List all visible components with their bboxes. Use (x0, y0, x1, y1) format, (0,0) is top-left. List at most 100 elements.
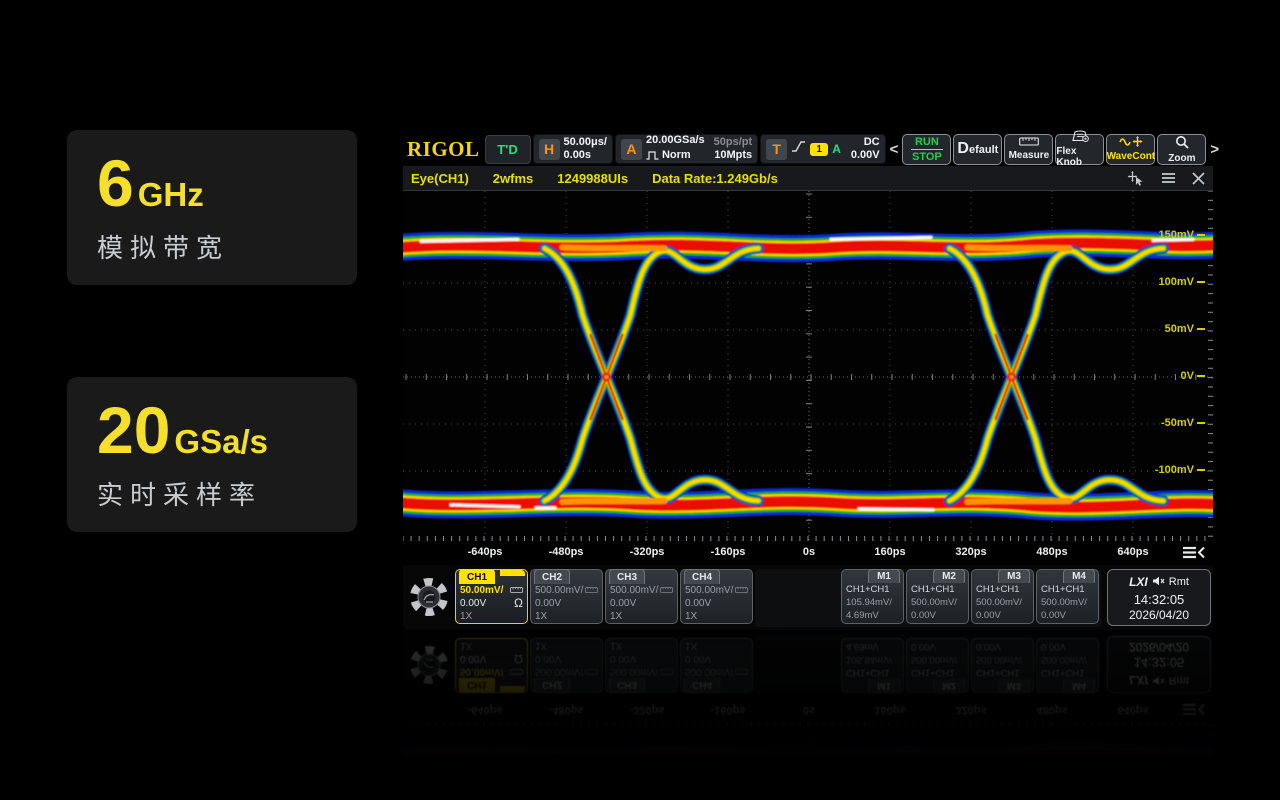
wavecont-button[interactable]: WaveCont (1106, 133, 1156, 165)
remote-label: Rmt (1168, 674, 1189, 686)
channel-card-ch4[interactable]: CH4 500.00mV/ 0.00V 1X (680, 569, 753, 624)
channel-status-bar: CH1 50.00mV/ 0.00V Ω 1X CH2 500.00mV/ (403, 632, 1213, 697)
channel-tab-ch1[interactable]: CH1 (459, 569, 496, 584)
ch2-scale: 500.00mV/ (535, 666, 584, 677)
math-card-m2[interactable]: M2 CH1+CH1 500.00mV/ 0.00V (906, 569, 969, 624)
trigger-icon: T (766, 138, 788, 160)
system-time: 14:32:05 (1133, 655, 1185, 670)
system-status-card[interactable]: LXI Rmt 14:32:05 2026/04/20 (1107, 569, 1211, 626)
reflection: RIGOL T'D H 50.00μs/ 0.00s A 20.00GSa/s (403, 632, 1213, 782)
channel-active-strip (500, 570, 525, 576)
ch4-offset: 0.00V (685, 653, 712, 664)
grid (403, 191, 1213, 541)
acquire-icon: A (620, 138, 642, 160)
math-tab-m4: M4 (1063, 679, 1095, 693)
channel-card-ch3: CH3 500.00mV/ 0.00V 1X (605, 638, 678, 693)
drag-window-icon[interactable] (1126, 170, 1145, 186)
trigger-level: 0.00V (850, 149, 880, 161)
m1-offset: 4.69mV (846, 610, 879, 621)
ch3-probe: 1X (610, 611, 623, 622)
settings-gear-icon[interactable] (405, 569, 453, 624)
bandwidth-value: 6 (97, 146, 134, 220)
math-tab-m3[interactable]: M3 (998, 569, 1030, 583)
ch4-scale: 500.00mV/ (685, 666, 734, 677)
channel-card-ch1[interactable]: CH1 50.00mV/ 0.00V Ω 1X (455, 569, 528, 624)
toolbar-scroll-right[interactable]: > (1210, 140, 1220, 158)
menu-collapse-icon[interactable] (1181, 545, 1205, 563)
flex-knob-button[interactable]: Flex Knob (1055, 130, 1105, 168)
speaker-muted-icon (1152, 671, 1165, 689)
ch2-probe: 1X (535, 640, 548, 651)
channel-active-strip (500, 686, 525, 692)
math-card-m1: M1 CH1+CH1 105.94mV/ 4.69mV (841, 638, 904, 693)
x-axis: -640ps -480ps -320ps -160ps 0s 160ps 320ps 480p… (403, 697, 1213, 721)
y-axis-tick: 150mV (1159, 229, 1205, 241)
x-axis-tick: -480ps (548, 704, 584, 716)
x-axis-tick: -160ps (710, 546, 746, 558)
math-card-m3: M3 CH1+CH1 500.00mV/ 0.00V (971, 638, 1034, 693)
remote-label: Rmt (1168, 576, 1189, 588)
timebase-scale: 50.00μs/ (563, 136, 607, 148)
math-tab-m1: M1 (868, 679, 900, 693)
math-tab-m1[interactable]: M1 (868, 569, 900, 583)
m3-scale: 500.00mV/ (976, 597, 1022, 608)
m2-offset: 0.00V (911, 641, 936, 652)
math-card-m4[interactable]: M4 CH1+CH1 500.00mV/ 0.00V (1036, 569, 1099, 624)
x-axis-tick: 640ps (1117, 546, 1149, 558)
default-button[interactable]: Default (953, 133, 1003, 165)
stop-label: STOP (911, 150, 942, 163)
ch2-probe: 1X (535, 611, 548, 622)
run-stop-button[interactable]: RUN STOP (902, 133, 952, 165)
m3-expression: CH1+CH1 (976, 667, 1020, 678)
menu-icon[interactable] (1161, 172, 1176, 184)
ch1-scale: 50.00mV/ (460, 585, 504, 596)
channel-tab-ch2[interactable]: CH2 (534, 569, 571, 584)
math-card-m4: M4 CH1+CH1 500.00mV/ 0.00V (1036, 638, 1099, 693)
sample-rate: 20.00GSa/s (645, 133, 705, 146)
math-card-m3[interactable]: M3 CH1+CH1 500.00mV/ 0.00V (971, 569, 1034, 624)
sample-rate-value: 20 (97, 393, 171, 467)
horizontal-panel[interactable]: H 50.00μs/ 0.00s (532, 134, 613, 164)
x-axis-tick: 320ps (955, 704, 987, 716)
channel-card-ch2[interactable]: CH2 500.00mV/ 0.00V 1X (530, 569, 603, 624)
menu-collapse-icon (1181, 699, 1205, 717)
spec-badge-bandwidth: 6 GHz 模拟带宽 (67, 130, 357, 285)
m2-expression: CH1+CH1 (911, 667, 955, 678)
wavecont-label: WaveCont (1106, 151, 1156, 162)
eye-diagram[interactable] (403, 191, 1213, 541)
system-date: 2026/04/20 (1128, 640, 1190, 654)
ch2-offset: 0.00V (535, 598, 562, 609)
m2-scale: 500.00mV/ (911, 597, 957, 608)
channel-status-bar: CH1 50.00mV/ 0.00V Ω 1X CH2 500.00mV/ (403, 565, 1213, 630)
eye-trace (403, 741, 1213, 782)
waveform-display[interactable]: 150mV 100mV 50mV 0V -50mV -100mV (403, 191, 1213, 541)
ruler-icon (660, 584, 673, 597)
ch1-probe: 1X (460, 611, 473, 622)
zoom-button[interactable]: Zoom (1157, 133, 1207, 165)
m1-scale: 105.94mV/ (846, 654, 892, 665)
zoom-label: Zoom (1168, 152, 1196, 164)
channel-tab-ch4[interactable]: CH4 (684, 569, 721, 584)
m3-expression: CH1+CH1 (976, 584, 1020, 595)
timebase-offset: 0.00s (563, 149, 592, 161)
channel-tab-ch3: CH3 (609, 678, 646, 693)
channel-tab-ch3[interactable]: CH3 (609, 569, 646, 584)
measure-button[interactable]: Measure (1004, 133, 1054, 165)
m4-offset: 0.00V (1041, 641, 1066, 652)
trigger-panel[interactable]: T 1 A DC 0.00V (760, 134, 886, 164)
acquire-panel[interactable]: A 20.00GSa/s Norm 50ps/pt 10Mpts (614, 133, 759, 164)
math-tab-m4[interactable]: M4 (1063, 569, 1095, 583)
default-label: Default (957, 140, 999, 157)
scope-reflection: RIGOL T'D H 50.00μs/ 0.00s A 20.00GSa/s (403, 632, 1213, 782)
math-card-m1[interactable]: M1 CH1+CH1 105.94mV/ 4.69mV (841, 569, 904, 624)
knob-icon (1070, 130, 1090, 145)
ch4-probe: 1X (685, 611, 698, 622)
close-icon[interactable] (1192, 171, 1205, 185)
toolbar-scroll-left[interactable]: < (889, 140, 899, 158)
eye-unit-intervals: 1249988UIs (557, 170, 629, 186)
math-tab-m2[interactable]: M2 (933, 569, 965, 583)
x-axis-tick: 0s (802, 704, 816, 716)
sample-rate-label: 实时采样率 (97, 480, 263, 510)
channel-card-ch3[interactable]: CH3 500.00mV/ 0.00V 1X (605, 569, 678, 624)
